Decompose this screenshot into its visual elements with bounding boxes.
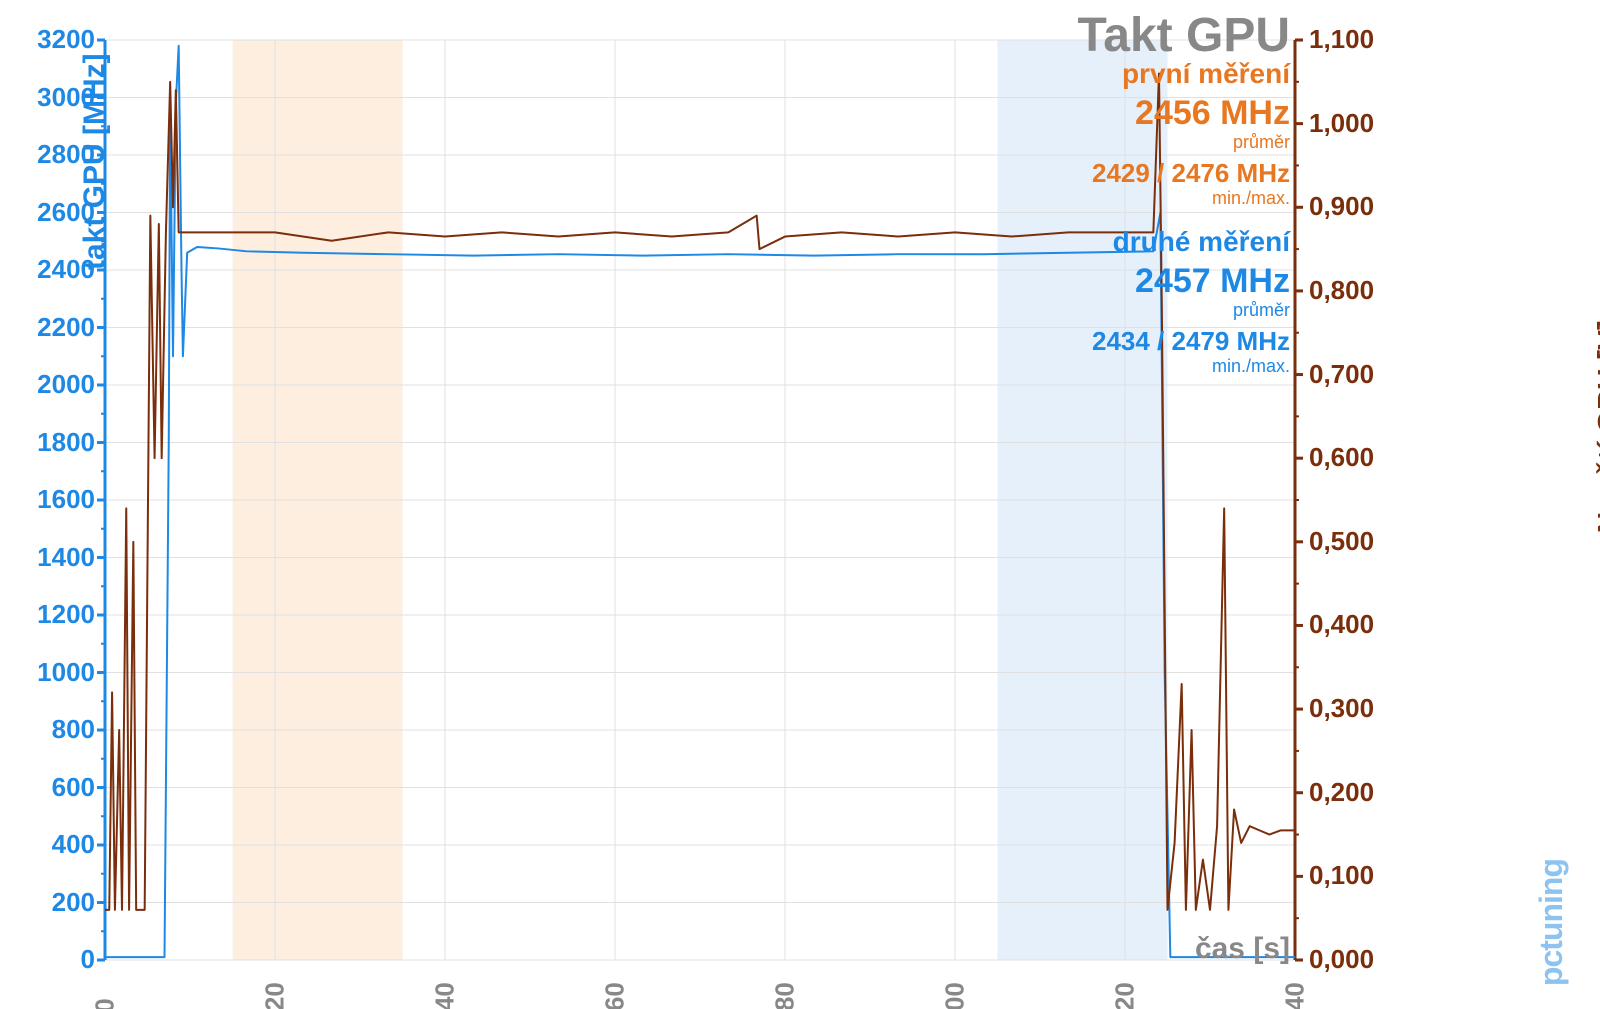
y1-tick-label: 2200	[25, 312, 95, 343]
y2-tick-label: 0,000	[1309, 944, 1399, 975]
y1-tick-label: 3000	[25, 82, 95, 113]
x-tick-label: 360	[600, 986, 631, 1009]
y2-tick-label: 0,100	[1309, 860, 1399, 891]
y2-tick-label: 0,300	[1309, 693, 1399, 724]
annot-first-heading-text: první měření	[1122, 58, 1290, 89]
y1-tick-label: 1800	[25, 427, 95, 458]
annot-first-value-text: 2456 MHz	[1135, 94, 1290, 132]
x-axis-label: čas [s]	[1195, 932, 1290, 966]
y1-tick-label: 3200	[25, 24, 95, 55]
y2-tick-label: 0,200	[1309, 777, 1399, 808]
x-tick-label: 720	[1110, 986, 1141, 1009]
x-tick-label: 240	[430, 986, 461, 1009]
x-tick-label: 600	[940, 986, 971, 1009]
y1-tick-label: 2400	[25, 254, 95, 285]
y1-tick-label: 800	[25, 714, 95, 745]
chart-title: Takt GPU	[1078, 8, 1290, 63]
y2-tick-label: 0,900	[1309, 191, 1399, 222]
y2-tick-label: 1,100	[1309, 24, 1399, 55]
y1-tick-label: 1000	[25, 657, 95, 688]
y1-tick-label: 2800	[25, 139, 95, 170]
x-tick-label: 0	[90, 986, 121, 1009]
annot-second-heading: druhé měření	[1113, 226, 1290, 258]
y1-tick-label: 0	[25, 944, 95, 975]
y2-tick-label: 1,000	[1309, 108, 1399, 139]
annot-second-value-sub: průměr	[1233, 300, 1290, 321]
watermark-logo: pctuning	[1533, 859, 1570, 986]
x-tick-label: 480	[770, 986, 801, 1009]
annot-second-range-sub: min./max.	[1212, 356, 1290, 377]
annot-first-range: 2429 / 2476 MHz	[1092, 158, 1290, 189]
annot-second-value: 2457 MHz	[1135, 262, 1290, 301]
y1-tick-label: 400	[25, 829, 95, 860]
annot-second-range-text: 2434 / 2479 MHz	[1092, 326, 1290, 356]
y1-tick-label: 1200	[25, 599, 95, 630]
annot-second-value-text: 2457 MHz	[1135, 262, 1290, 300]
y2-tick-label: 0,400	[1309, 609, 1399, 640]
annot-second-heading-text: druhé měření	[1113, 226, 1290, 257]
y2-tick-label: 0,700	[1309, 359, 1399, 390]
annot-first-heading: první měření	[1122, 58, 1290, 90]
chart-container: Takt GPU takt GPU [MHz] Napětí GPU [V] p…	[0, 0, 1600, 1009]
annot-second-range: 2434 / 2479 MHz	[1092, 326, 1290, 357]
x-tick-label: 120	[260, 986, 291, 1009]
y1-tick-label: 1600	[25, 484, 95, 515]
y1-tick-label: 600	[25, 772, 95, 803]
y2-tick-label: 0,500	[1309, 526, 1399, 557]
y1-tick-label: 200	[25, 887, 95, 918]
y2-tick-label: 0,600	[1309, 442, 1399, 473]
chart-svg	[0, 0, 1600, 1009]
y1-tick-label: 2000	[25, 369, 95, 400]
y1-tick-label: 2600	[25, 197, 95, 228]
y2-tick-label: 0,800	[1309, 275, 1399, 306]
annot-first-range-sub: min./max.	[1212, 188, 1290, 209]
annot-first-value-sub: průměr	[1233, 132, 1290, 153]
annot-first-value: 2456 MHz	[1135, 94, 1290, 133]
y1-tick-label: 1400	[25, 542, 95, 573]
x-tick-label: 840	[1280, 986, 1311, 1009]
annot-first-range-text: 2429 / 2476 MHz	[1092, 158, 1290, 188]
y2-axis-label: Napětí GPU [V]	[1592, 320, 1600, 533]
